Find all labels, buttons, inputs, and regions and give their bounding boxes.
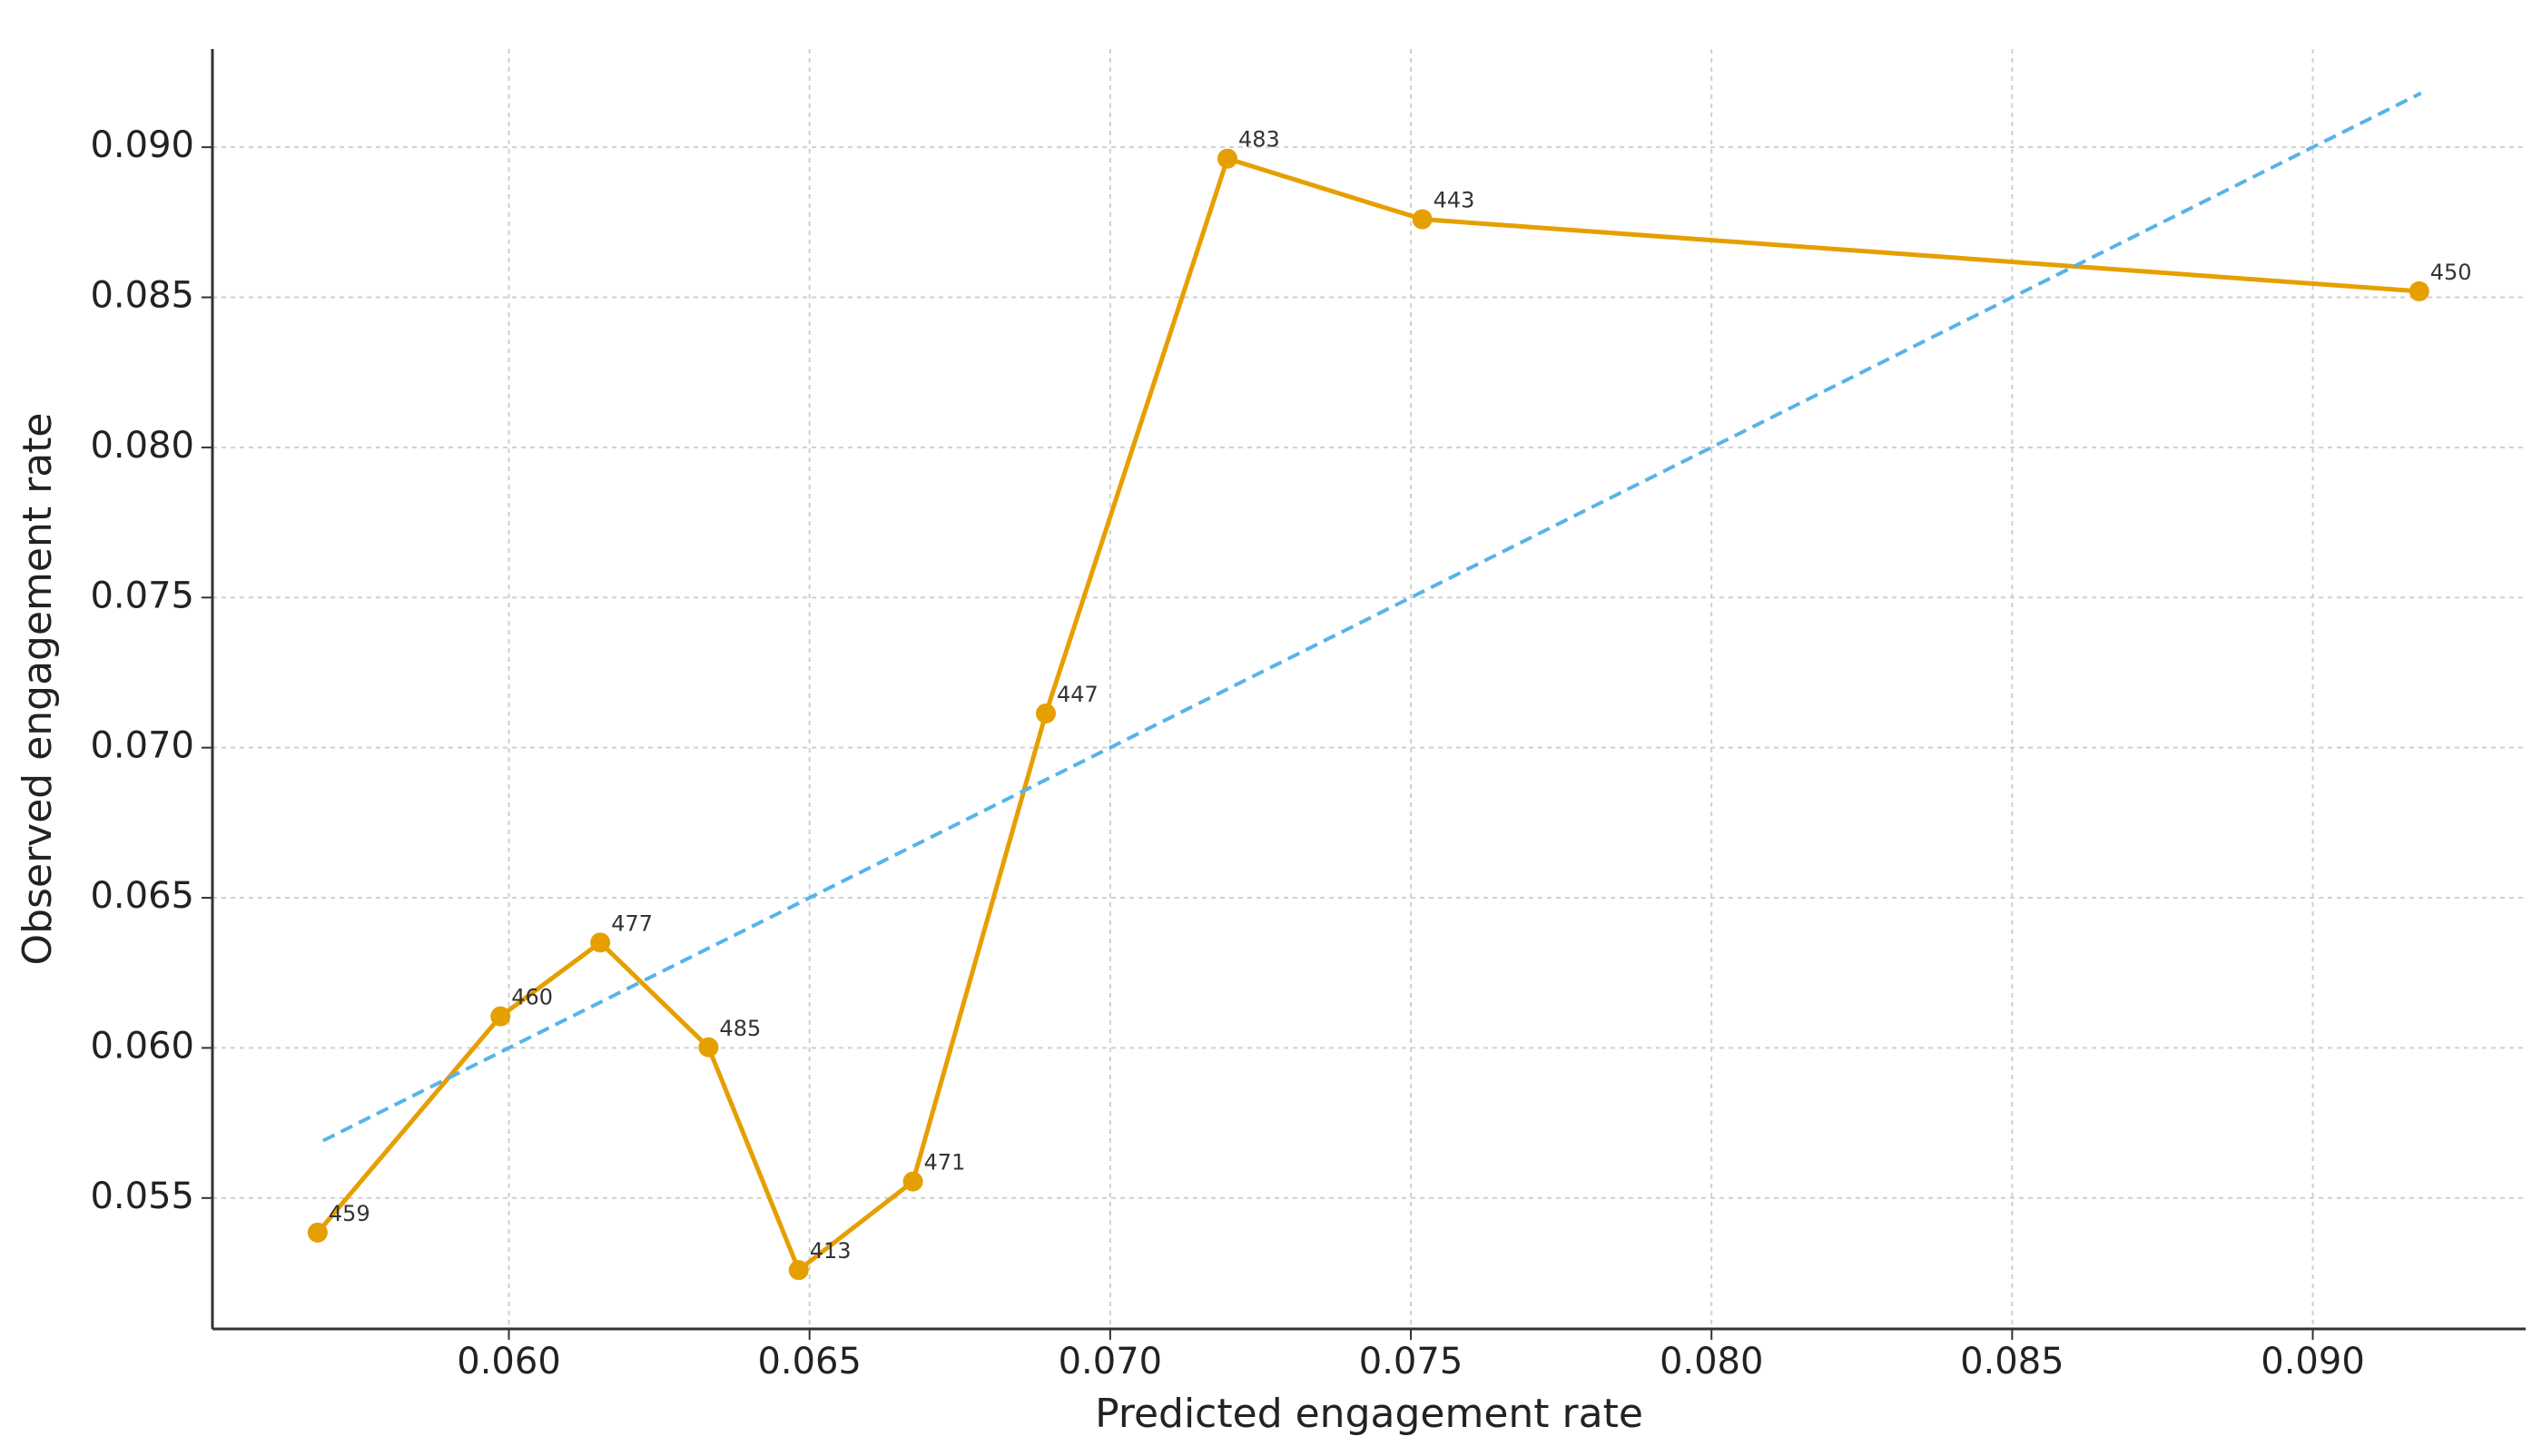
count-annotation: 471 (924, 1150, 966, 1176)
data-line (315, 155, 2419, 1274)
data-point (307, 1222, 328, 1243)
count-annotation: 477 (611, 910, 653, 936)
y-tick-label: 0.080 (90, 425, 194, 467)
count-annotation: 483 (1238, 127, 1280, 152)
y-tick-label: 0.075 (90, 575, 194, 616)
y-tick-label: 0.070 (90, 725, 194, 767)
y-tick-label: 0.060 (90, 1025, 194, 1067)
x-tick-label: 0.090 (2261, 1341, 2365, 1382)
y-tick-label: 0.085 (90, 275, 194, 317)
reference-line (321, 91, 2422, 1143)
data-point (2409, 280, 2429, 301)
data-point (590, 932, 611, 953)
x-tick-label: 0.060 (457, 1341, 561, 1382)
count-annotation: 443 (1434, 188, 1475, 213)
y-axis-label: Observed engagement rate (15, 413, 61, 966)
x-tick-label: 0.080 (1660, 1341, 1764, 1382)
x-tick-label: 0.075 (1359, 1341, 1463, 1382)
count-annotation: 413 (810, 1238, 852, 1264)
x-tick-label: 0.065 (757, 1341, 862, 1382)
y-tick-label: 0.090 (90, 124, 194, 166)
data-point (788, 1260, 809, 1281)
data-point (1035, 703, 1056, 723)
count-annotation: 460 (511, 985, 553, 1010)
count-annotation: 459 (329, 1201, 370, 1226)
x-axis-label: Predicted engagement rate (1095, 1391, 1643, 1437)
data-point (698, 1037, 719, 1058)
data-point (490, 1006, 511, 1027)
data-point (902, 1171, 923, 1192)
data-point (1217, 148, 1238, 169)
y-tick-label: 0.065 (90, 875, 194, 917)
count-annotation: 485 (719, 1016, 761, 1041)
x-tick-label: 0.070 (1059, 1341, 1163, 1382)
count-annotation: 447 (1057, 682, 1099, 707)
y-tick-label: 0.055 (90, 1176, 194, 1217)
x-tick-label: 0.085 (1960, 1341, 2064, 1382)
count-annotation: 450 (2430, 260, 2472, 285)
data-point (1412, 209, 1433, 230)
